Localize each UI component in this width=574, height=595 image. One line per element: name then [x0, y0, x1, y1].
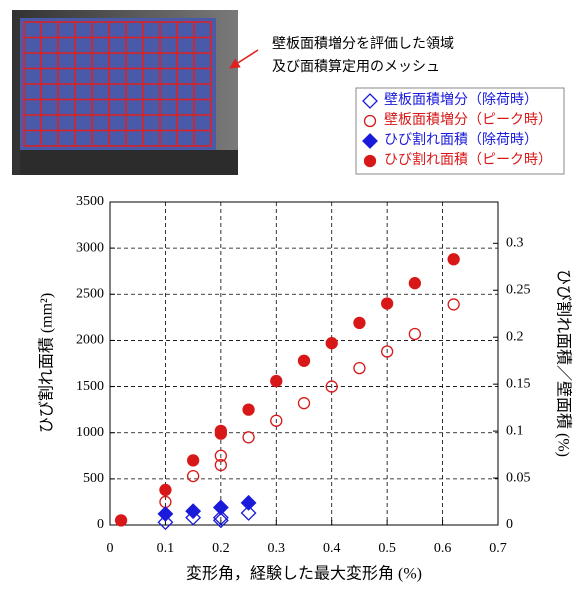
- x-tick-label: 0.6: [434, 541, 452, 556]
- point: [242, 496, 256, 510]
- point: [214, 500, 228, 514]
- x-tick-label: 0.2: [212, 541, 230, 556]
- x-tick-label: 0.1: [157, 541, 175, 556]
- point: [158, 507, 172, 521]
- point: [215, 425, 226, 436]
- y2-tick-label: 0.3: [506, 236, 524, 251]
- chart: 壁板面積増分を評価した領域 及び面積算定用のメッシュ 変形角，経験した最大変形角…: [0, 0, 574, 590]
- x-tick-label: 0.4: [323, 541, 341, 556]
- y-tick-label: 2000: [76, 333, 104, 348]
- legend-label: ひび割れ面積（ピーク時）: [384, 151, 552, 168]
- y2-tick-label: 0.05: [506, 470, 531, 485]
- legend-label: 壁板面積増分（除荷時）: [384, 92, 538, 108]
- point: [448, 299, 459, 310]
- point: [116, 515, 127, 526]
- legend-marker: [365, 156, 376, 167]
- point: [354, 363, 365, 374]
- y-tick-label: 2500: [76, 287, 104, 302]
- y-tick-label: 500: [83, 471, 104, 486]
- y-tick-label: 1000: [76, 425, 104, 440]
- photo: [12, 10, 238, 175]
- y-tick-label: 3000: [76, 240, 104, 255]
- y-tick-label: 0: [97, 517, 104, 532]
- y-axis-label: ひび割れ面積 (mm²): [38, 293, 56, 433]
- point: [160, 484, 171, 495]
- point: [326, 338, 337, 349]
- point: [299, 355, 310, 366]
- x-tick-label: 0.5: [378, 541, 396, 556]
- point: [271, 376, 282, 387]
- x-tick-label: 0.7: [489, 541, 507, 556]
- point: [188, 471, 199, 482]
- point: [243, 404, 254, 415]
- x-tick-label: 0.3: [268, 541, 286, 556]
- y-tick-label: 1500: [76, 379, 104, 394]
- y2-tick-label: 0: [506, 517, 513, 532]
- point: [243, 432, 254, 443]
- y2-tick-label: 0.25: [506, 282, 531, 297]
- legend-label: 壁板面積増分（ピーク時）: [384, 112, 552, 128]
- point: [299, 398, 310, 409]
- point: [409, 278, 420, 289]
- y-tick-label: 3500: [76, 194, 104, 209]
- y2-tick-label: 0.15: [506, 376, 531, 391]
- annotation: 壁板面積増分を評価した領域: [272, 35, 454, 52]
- annotation: 及び面積算定用のメッシュ: [272, 59, 440, 75]
- point: [409, 328, 420, 339]
- point: [448, 254, 459, 265]
- y2-tick-label: 0.2: [506, 329, 524, 344]
- y2-tick-label: 0.1: [506, 423, 524, 438]
- legend-label: ひび割れ面積（除荷時）: [384, 131, 538, 148]
- point: [354, 317, 365, 328]
- x-axis-label: 変形角，経験した最大変形角 (%): [186, 565, 422, 583]
- point: [382, 298, 393, 309]
- point: [188, 455, 199, 466]
- y2-axis-label: ひび割れ面積／壁面積 (%): [554, 269, 573, 457]
- x-tick-label: 0: [107, 541, 114, 556]
